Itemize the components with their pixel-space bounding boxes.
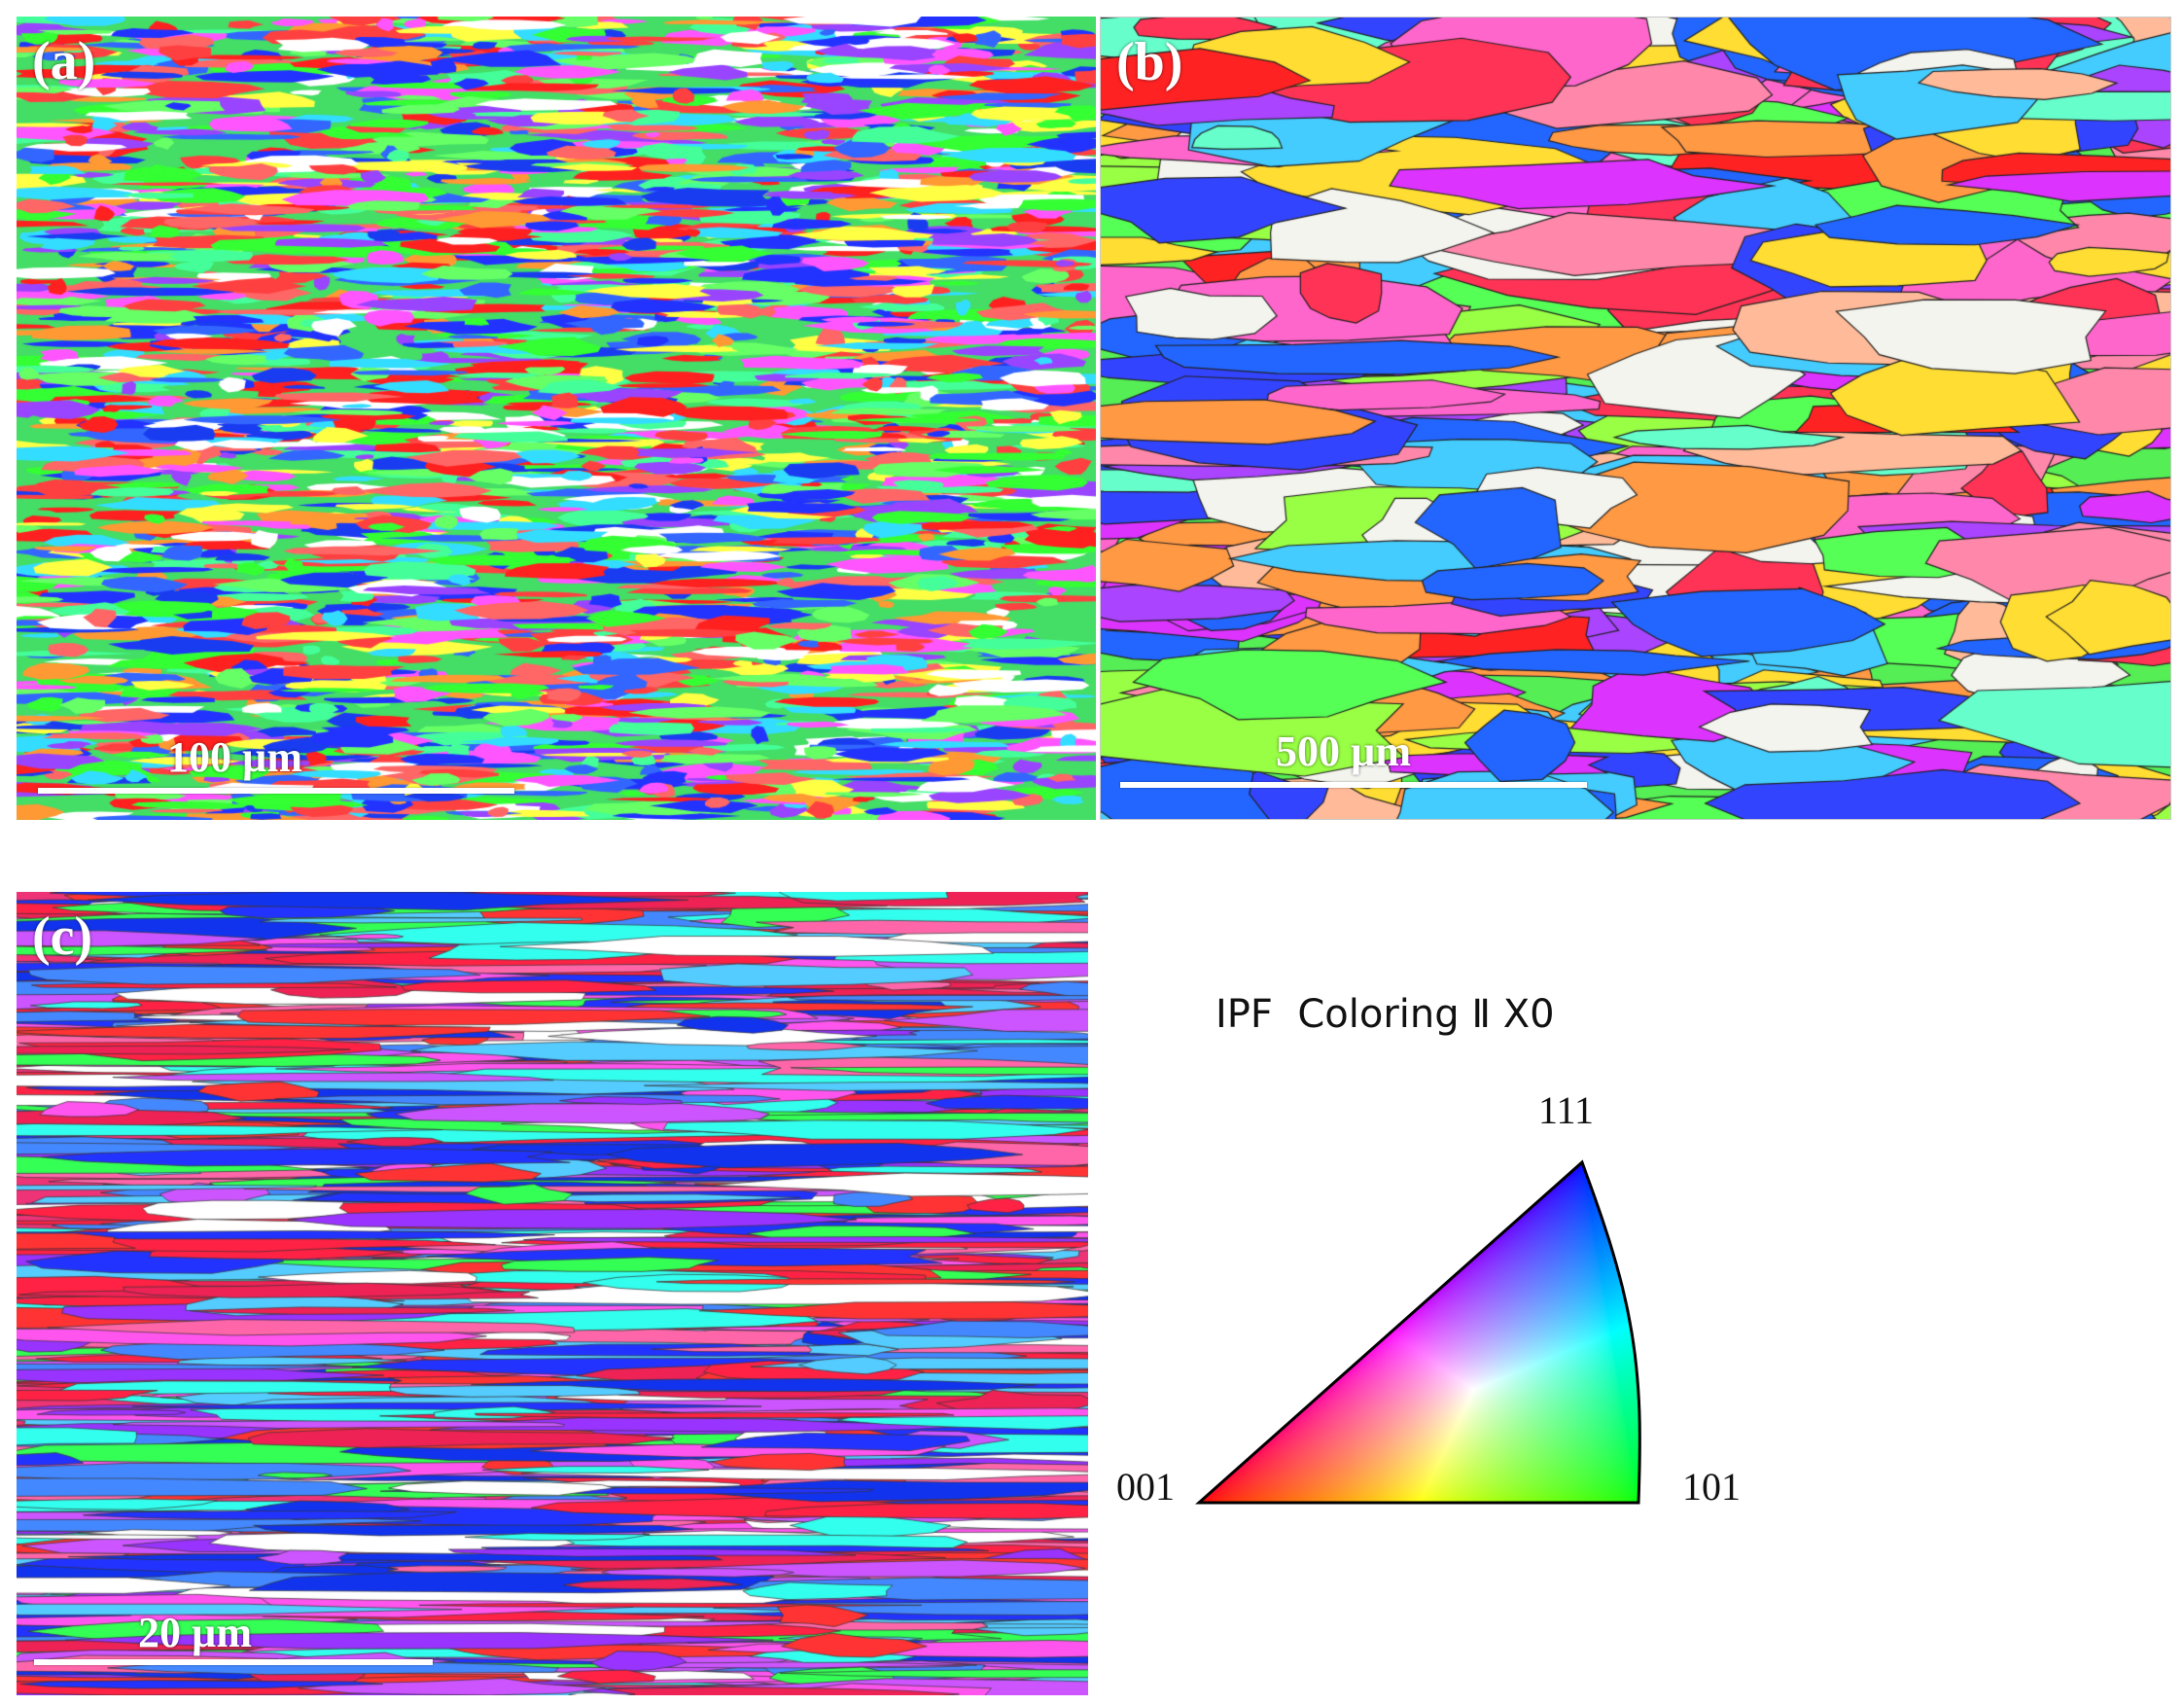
scale-bar-c <box>34 1659 433 1665</box>
scale-bar-label-a: 100 µm <box>167 733 303 781</box>
scale-bar-label-b: 500 µm <box>1276 728 1412 775</box>
scale-bar-label-c: 20 µm <box>138 1609 253 1656</box>
panel-label-c: (c) <box>32 906 93 967</box>
legend-corner-101: 101 <box>1682 1465 1741 1509</box>
ipf-legend: IPF Coloring Ⅱ X0 111 001 101 <box>1099 963 2184 1566</box>
scale-bar-a <box>38 788 514 794</box>
ipf-orientation-map-a <box>17 17 1096 820</box>
legend-corner-001: 001 <box>1116 1465 1175 1509</box>
legend-corner-111: 111 <box>1538 1088 1595 1132</box>
panel-label-b: (b) <box>1116 32 1183 92</box>
legend-title: IPF Coloring Ⅱ X0 <box>1215 992 1555 1037</box>
ipf-orientation-map-c <box>17 892 1088 1695</box>
ebsd-map-panel-c: (c) 20 µm <box>17 892 1088 1695</box>
ipf-triangle-outline <box>1195 1159 1641 1505</box>
scale-bar-b <box>1120 782 1587 788</box>
ebsd-map-panel-a: (a) 100 µm <box>17 17 1096 820</box>
ebsd-map-panel-b: (b) 500 µm <box>1100 17 2171 820</box>
ipf-orientation-map-b <box>1101 18 2170 819</box>
ipf-triangle-fill <box>1191 1157 1677 1527</box>
panel-label-a: (a) <box>32 31 96 91</box>
ipf-color-triangle <box>1191 1157 1677 1527</box>
